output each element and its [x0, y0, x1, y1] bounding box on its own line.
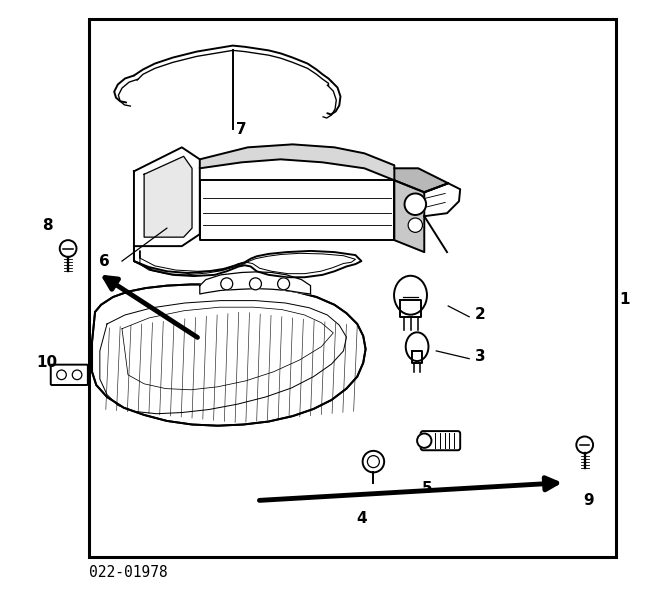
Circle shape — [72, 370, 82, 380]
Ellipse shape — [394, 276, 427, 314]
Text: 6: 6 — [99, 254, 110, 269]
Text: 8: 8 — [42, 218, 53, 233]
Bar — [89, 19, 616, 557]
Polygon shape — [394, 169, 448, 192]
Circle shape — [57, 370, 66, 380]
Polygon shape — [200, 145, 394, 180]
Circle shape — [363, 451, 384, 472]
Polygon shape — [144, 157, 192, 237]
Text: 9: 9 — [583, 493, 594, 508]
Circle shape — [576, 436, 593, 453]
Circle shape — [408, 218, 422, 232]
Text: 1: 1 — [619, 292, 629, 307]
Circle shape — [60, 240, 76, 257]
Text: 10: 10 — [37, 355, 58, 370]
Polygon shape — [200, 272, 311, 294]
Text: 3: 3 — [475, 349, 486, 364]
FancyBboxPatch shape — [51, 365, 88, 385]
FancyBboxPatch shape — [420, 431, 460, 450]
Text: 022-01978: 022-01978 — [89, 565, 168, 580]
Text: 2: 2 — [475, 307, 486, 322]
Polygon shape — [400, 300, 420, 317]
Polygon shape — [92, 284, 365, 426]
Polygon shape — [134, 246, 361, 277]
Polygon shape — [394, 180, 424, 252]
Polygon shape — [412, 351, 422, 363]
Text: 7: 7 — [237, 122, 247, 137]
Ellipse shape — [417, 433, 432, 448]
Circle shape — [221, 278, 233, 290]
Circle shape — [405, 193, 426, 215]
Ellipse shape — [406, 332, 428, 361]
Polygon shape — [424, 183, 460, 216]
Polygon shape — [134, 148, 200, 246]
Circle shape — [278, 278, 290, 290]
Polygon shape — [200, 180, 394, 240]
Text: 4: 4 — [356, 511, 367, 526]
Circle shape — [367, 455, 379, 467]
Circle shape — [250, 278, 261, 290]
Text: 5: 5 — [422, 481, 432, 496]
